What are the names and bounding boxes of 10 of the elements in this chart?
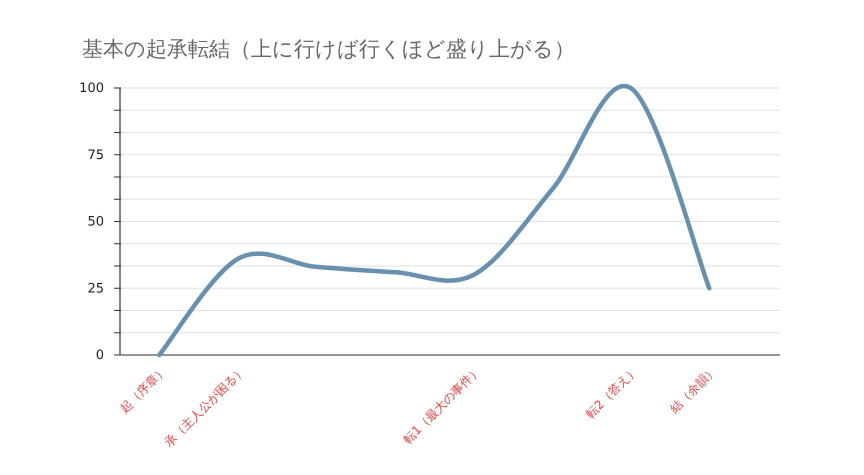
x-tick-label: 結（余韻） [666, 363, 720, 416]
y-tick-label: 0 [96, 348, 104, 363]
chart-title: 基本の起承転結（上に行けば行くほど盛り上がる） [82, 37, 575, 61]
x-tick-label: 転2（答え） [583, 363, 641, 421]
line-series [157, 84, 712, 358]
x-tick-label: 転1（最大の事件） [400, 363, 484, 446]
y-tick-label: 50 [87, 214, 104, 230]
y-tick-label: 100 [79, 81, 104, 96]
y-tick-label: 75 [87, 148, 104, 163]
y-tick-label: 25 [87, 281, 104, 296]
